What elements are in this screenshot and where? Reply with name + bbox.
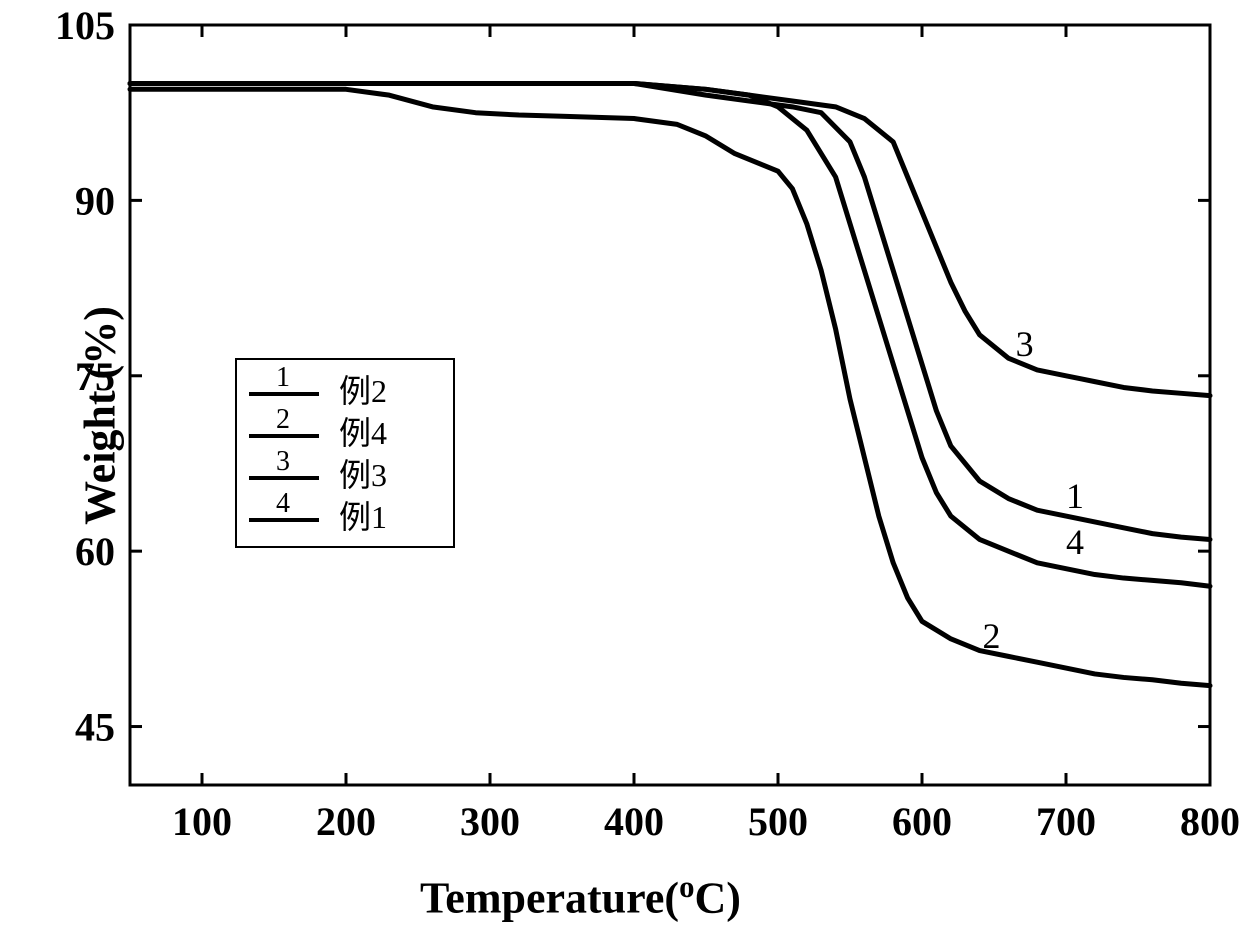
- x-axis-label: Temperature(oC): [420, 870, 741, 924]
- svg-text:500: 500: [748, 799, 808, 844]
- x-label-c: C): [694, 874, 740, 923]
- legend-number: 3: [276, 446, 290, 478]
- svg-text:600: 600: [892, 799, 952, 844]
- svg-text:90: 90: [75, 178, 115, 223]
- legend-line-sample: [249, 434, 319, 438]
- curve-label-curve4: 4: [1066, 521, 1084, 563]
- legend-text: 例2: [339, 366, 387, 412]
- curve-label-curve2: 2: [982, 615, 1000, 657]
- legend-number: 1: [276, 362, 290, 394]
- legend-line-sample: [249, 518, 319, 522]
- x-label-deg: o: [679, 870, 694, 904]
- legend-line-sample: [249, 476, 319, 480]
- svg-text:200: 200: [316, 799, 376, 844]
- legend-line-sample: [249, 392, 319, 396]
- svg-text:800: 800: [1180, 799, 1240, 844]
- svg-text:100: 100: [172, 799, 232, 844]
- legend-number: 4: [276, 488, 290, 520]
- legend-item-3: 4例1: [249, 494, 441, 536]
- svg-text:45: 45: [75, 705, 115, 750]
- legend-text: 例3: [339, 450, 387, 496]
- svg-text:400: 400: [604, 799, 664, 844]
- chart-svg: 10020030040050060070080045607590105: [0, 0, 1240, 939]
- legend-text: 例4: [339, 408, 387, 454]
- svg-text:300: 300: [460, 799, 520, 844]
- legend-box: 1例22例43例34例1: [235, 358, 455, 548]
- curve-label-curve3: 3: [1016, 323, 1034, 365]
- svg-text:700: 700: [1036, 799, 1096, 844]
- legend-text: 例1: [339, 492, 387, 538]
- y-axis-label: Weight (%): [75, 266, 126, 566]
- x-label-temp: Temperature(: [420, 874, 679, 923]
- curve-label-curve1: 1: [1066, 475, 1084, 517]
- tga-chart: 10020030040050060070080045607590105 Weig…: [0, 0, 1240, 939]
- legend-number: 2: [276, 404, 290, 436]
- svg-text:105: 105: [55, 3, 115, 48]
